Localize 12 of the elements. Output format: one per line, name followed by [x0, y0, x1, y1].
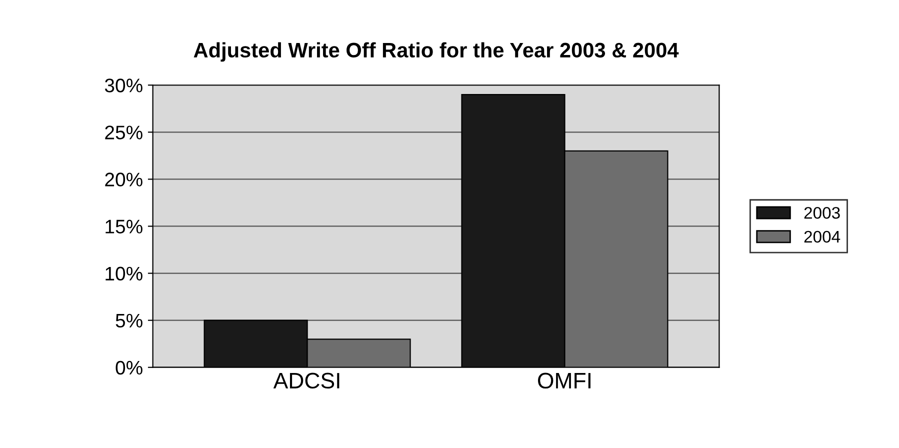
y-tick-label: 15%: [106, 220, 142, 234]
y-tick-label: 5%: [116, 314, 142, 328]
x-tick-label: ADCSI: [273, 372, 340, 389]
chart-title: Adjusted Write Off Ratio for the Year 2003 & 2004: [194, 42, 679, 62]
legend-label: 2004: [804, 230, 840, 243]
y-tick-label: 25%: [105, 126, 142, 140]
x-tick-label: OMFI: [538, 372, 590, 389]
legend-label: 2003: [804, 206, 840, 219]
y-tick-label: 20%: [105, 172, 142, 186]
y-tick-label: 10%: [106, 266, 142, 281]
y-tick-label: 30%: [104, 78, 142, 92]
y-tick-label: 0%: [116, 360, 142, 375]
